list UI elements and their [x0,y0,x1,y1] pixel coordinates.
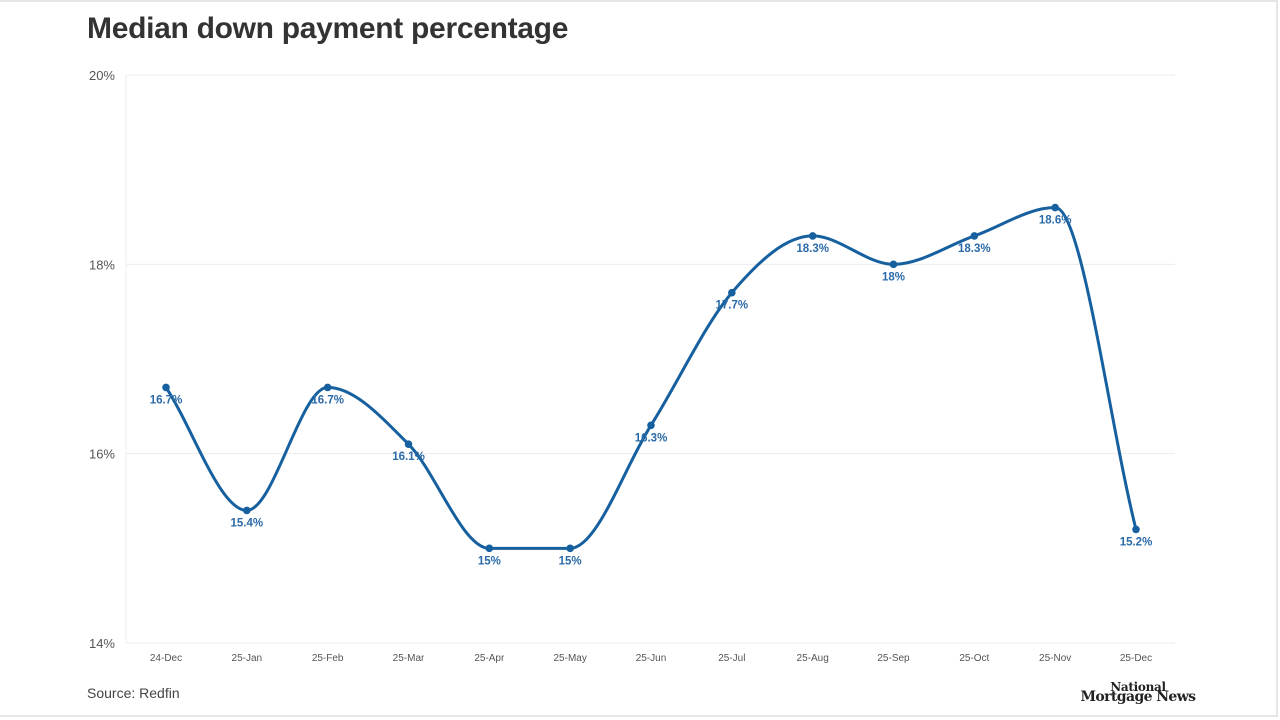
x-tick-label: 25-Sep [877,653,910,664]
y-tick-label: 18% [89,257,115,272]
data-points [162,203,1140,553]
source-note: Source: Redfin [87,685,180,701]
x-tick-label: 25-Jan [232,653,263,664]
data-point [243,506,251,515]
x-tick-label: 25-May [553,653,586,664]
x-tick-label: 25-Oct [959,653,989,664]
x-tick-label: 25-Dec [1120,653,1152,664]
x-tick-label: 25-Apr [474,653,505,664]
data-label: 16.7% [150,394,183,406]
data-point [889,260,898,269]
data-label: 18.6% [1039,215,1072,227]
data-line [164,206,1138,550]
data-label: 15.2% [1120,536,1153,548]
data-label: 17.7% [716,300,749,312]
data-label: 15% [559,555,582,567]
x-tick-label: 25-Feb [312,653,344,664]
publisher-logo: National Mortgage News [1080,680,1197,705]
data-label: 16.7% [311,394,344,406]
data-label: 18% [882,271,905,283]
data-point [162,383,170,392]
data-point [1132,525,1140,534]
y-tick-label: 14% [89,636,115,651]
data-point [1051,203,1059,212]
data-point [404,440,413,449]
chart-title: Median down payment percentage [87,12,569,45]
y-axis: 14% 16% 18% 20% [89,68,115,651]
data-label: 16.3% [635,432,668,444]
x-tick-label: 24-Dec [150,653,182,664]
data-point [728,288,736,297]
x-tick-label: 25-Jul [718,653,745,664]
data-point [808,232,817,240]
y-tick-label: 16% [89,447,115,462]
data-point [323,383,332,392]
data-label: 15% [478,555,501,567]
data-label: 18.3% [958,243,991,255]
data-point [647,421,655,430]
x-tick-label: 25-Nov [1039,653,1071,664]
logo-line-2: Mortgage News [1080,689,1197,705]
logo-line-1: National [1110,680,1166,694]
data-label: 15.4% [231,517,264,529]
data-point [566,544,574,553]
data-point [970,232,979,240]
x-tick-label: 25-Aug [797,653,829,664]
y-tick-label: 20% [89,68,115,83]
data-labels: 16.7% 15.4% 16.7% 16.1% 15% 15% 16.3% 17.7% 18.3… [150,215,1153,568]
data-point [485,544,494,553]
x-tick-label: 25-Mar [393,653,425,664]
x-tick-label: 25-Jun [636,653,667,664]
gridlines [125,74,1175,644]
data-label: 18.3% [796,243,829,255]
data-label: 16.1% [392,451,425,463]
x-axis: 24-Dec 25-Jan 25-Feb 25-Mar 25-Apr 25-May 25-J… [150,653,1152,664]
